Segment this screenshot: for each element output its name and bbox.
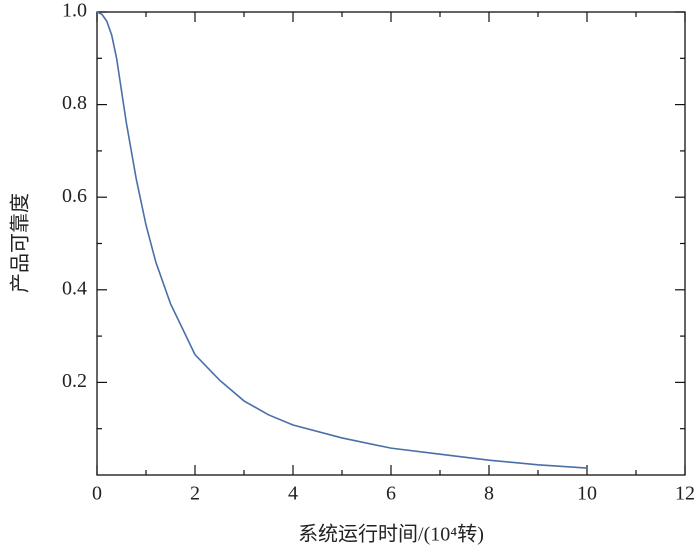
y-tick-label: 0.8: [62, 92, 87, 114]
x-tick-label: 6: [386, 483, 396, 505]
line-series: [96, 11, 588, 469]
y-tick-label: 0.4: [62, 277, 87, 299]
y-tick-label: 0.2: [62, 370, 87, 392]
x-tick-label: 12: [675, 483, 695, 505]
x-tick-label: 8: [484, 483, 494, 505]
y-tick-label: 0.6: [62, 185, 87, 207]
x-tick-label: 4: [288, 483, 298, 505]
y-tick-label: 1.0: [62, 0, 87, 22]
x-tick-label: 2: [190, 483, 200, 505]
plot-frame: [96, 11, 686, 476]
x-tick-label: 10: [577, 483, 597, 505]
x-axis-label: 系统运行时间/(10⁴转): [298, 523, 484, 546]
x-tick-label: 0: [92, 483, 102, 505]
y-axis-label: 产品可靠度: [9, 193, 32, 293]
